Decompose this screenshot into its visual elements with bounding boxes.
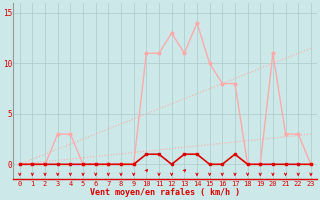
X-axis label: Vent moyen/en rafales ( km/h ): Vent moyen/en rafales ( km/h ) bbox=[90, 188, 240, 197]
